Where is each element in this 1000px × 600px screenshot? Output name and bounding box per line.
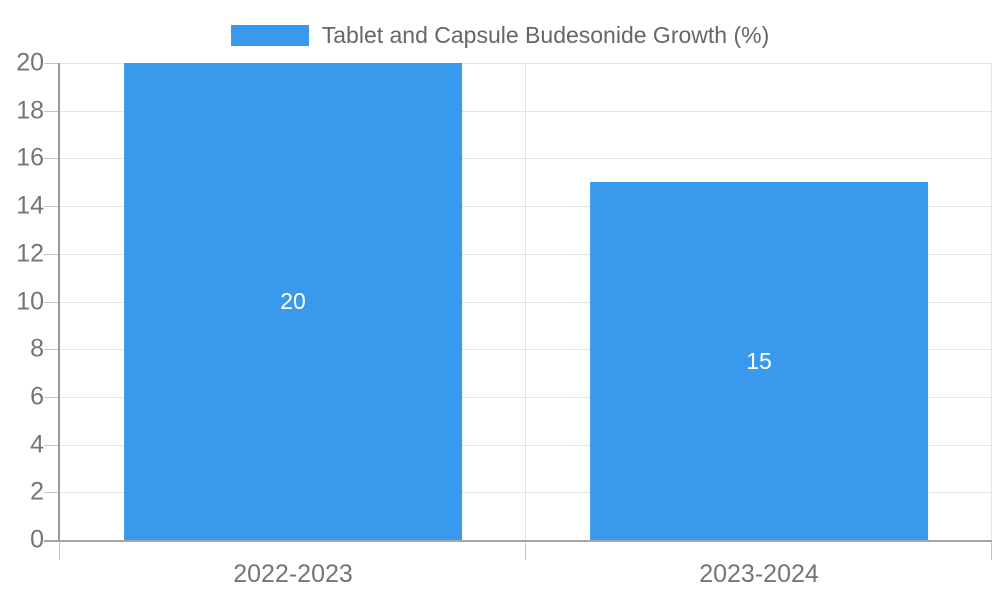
legend: Tablet and Capsule Budesonide Growth (%) xyxy=(0,22,1000,49)
gridline-horizontal xyxy=(60,63,992,64)
y-axis-tick xyxy=(44,253,60,255)
gridline-horizontal xyxy=(60,158,992,160)
plot-area: 20 15 xyxy=(44,63,992,560)
legend-label: Tablet and Capsule Budesonide Growth (%) xyxy=(321,22,770,48)
y-axis-line xyxy=(58,63,60,540)
y-axis-tick-label: 14 xyxy=(16,191,44,220)
x-axis-tick xyxy=(525,540,526,560)
bar-2022-2023: 20 xyxy=(124,63,462,540)
y-axis-tick-label: 12 xyxy=(16,239,44,268)
bar-2023-2024: 15 xyxy=(590,182,928,540)
gridline-horizontal xyxy=(60,253,992,255)
gridline-horizontal xyxy=(60,110,992,112)
gridline-horizontal xyxy=(60,492,992,494)
x-axis-category-label: 2022-2023 xyxy=(233,560,353,588)
bar-value-label: 20 xyxy=(280,288,306,314)
y-axis-tick xyxy=(44,349,60,351)
y-axis-tick xyxy=(44,63,60,64)
y-axis-tick xyxy=(44,301,60,303)
legend-swatch xyxy=(230,25,309,46)
y-axis-tick xyxy=(44,158,60,160)
y-axis-tick-label: 20 xyxy=(16,48,44,77)
gridline-horizontal xyxy=(60,206,992,208)
y-axis-tick-label: 16 xyxy=(16,143,44,172)
gridline-vertical xyxy=(525,63,526,540)
gridline-horizontal xyxy=(60,349,992,351)
y-axis-tick-label: 18 xyxy=(16,96,44,125)
y-axis-tick-label: 2 xyxy=(30,477,44,506)
y-axis-tick xyxy=(44,444,60,446)
gridline-vertical xyxy=(991,63,992,540)
gridline-horizontal xyxy=(60,301,992,303)
y-axis-tick xyxy=(44,110,60,112)
y-axis-labels: 0 2 4 6 8 10 12 14 16 18 20 xyxy=(0,50,44,552)
gridline-horizontal xyxy=(60,396,992,398)
x-axis-tick xyxy=(991,540,992,560)
x-axis-category-label: 2023-2024 xyxy=(699,560,819,588)
bar-value-label: 15 xyxy=(746,347,772,374)
x-axis-labels: 2022-2023 2023-2024 xyxy=(60,560,992,592)
y-axis-tick-label: 6 xyxy=(30,382,44,411)
y-axis-tick-label: 4 xyxy=(30,430,44,459)
x-axis-line xyxy=(44,540,992,542)
y-axis-tick xyxy=(44,396,60,398)
x-axis-tick xyxy=(59,540,60,560)
y-axis-tick-label: 0 xyxy=(30,525,44,554)
y-axis-tick xyxy=(44,206,60,208)
y-axis-tick-label: 10 xyxy=(16,287,44,315)
gridline-horizontal xyxy=(60,444,992,446)
y-axis-tick-label: 8 xyxy=(30,334,44,363)
y-axis-tick xyxy=(44,492,60,494)
